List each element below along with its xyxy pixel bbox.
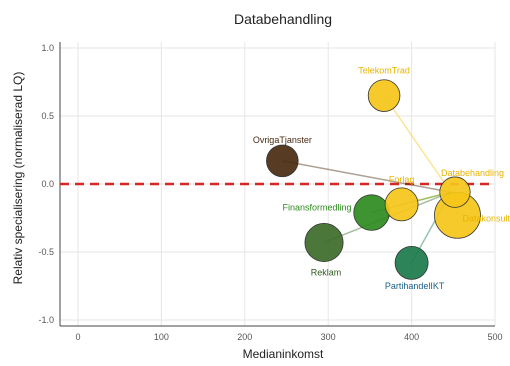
data-point — [384, 187, 419, 222]
data-point — [367, 79, 401, 112]
x-tick-label: 500 — [487, 332, 502, 342]
data-point — [353, 194, 390, 231]
point-label: Finansformedling — [283, 203, 352, 213]
data-points — [266, 79, 481, 280]
x-tick-label: 200 — [237, 332, 252, 342]
connector-line — [383, 95, 452, 193]
y-tick-label: 1.0 — [41, 43, 54, 53]
x-tick-label: 100 — [154, 332, 169, 342]
connector-line — [282, 160, 451, 193]
point-label: Datakonsult — [462, 213, 510, 223]
chart-title: Databehandling — [234, 11, 332, 27]
x-tick-label: 400 — [404, 332, 419, 342]
x-tick-label: 300 — [321, 332, 336, 342]
y-tick-label: -0.5 — [38, 247, 54, 257]
data-point — [394, 245, 429, 280]
point-label: Reklam — [311, 267, 342, 277]
data-point — [304, 222, 344, 262]
point-label: Databehandling — [441, 168, 504, 178]
data-point — [266, 144, 299, 178]
y-axis-label: Relativ specialisering (normaliserad LQ) — [11, 72, 25, 285]
data-point — [439, 176, 471, 208]
y-tick-label: 0.0 — [41, 179, 54, 189]
x-tick-label: 0 — [75, 332, 80, 342]
x-axis-label: Medianinkomst — [243, 347, 324, 361]
point-label: TelekomTrad — [358, 66, 410, 76]
point-label: Forlag — [389, 174, 415, 184]
y-tick-label: 0.5 — [41, 111, 54, 121]
y-tick-label: -1.0 — [38, 315, 54, 325]
point-label: PartihandelIKT — [385, 281, 445, 291]
point-label: OvrigaTjanster — [253, 135, 312, 145]
point-labels: TelekomTrad OvrigaTjanster Forlag Databehan… — [253, 66, 510, 291]
